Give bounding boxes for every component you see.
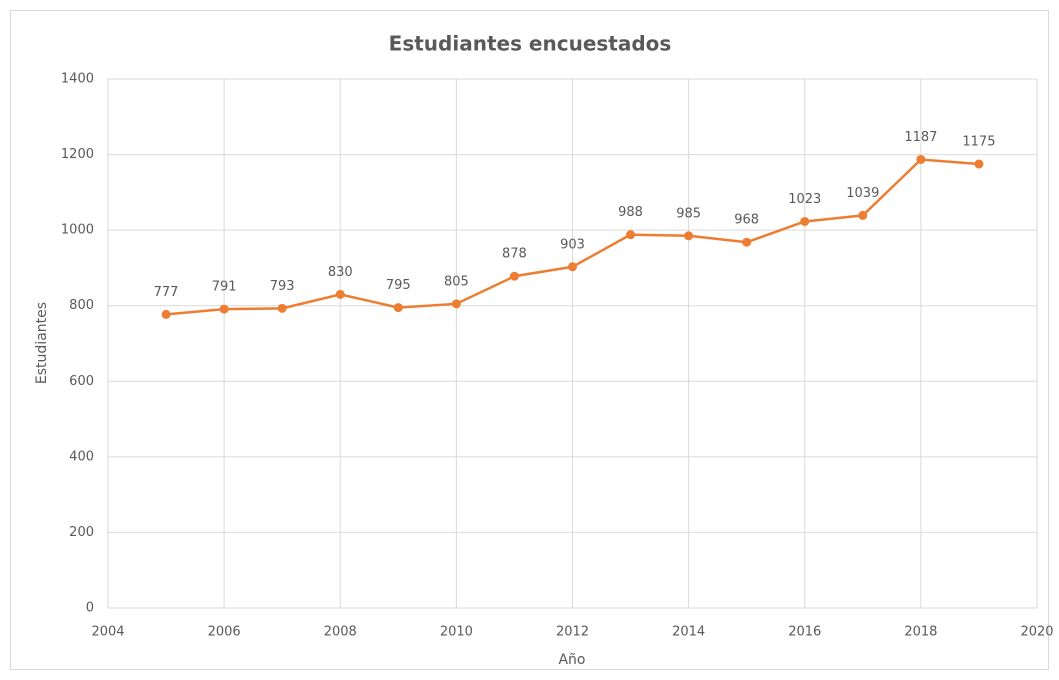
y-tick-label: 200 [69, 525, 94, 540]
point [393, 303, 403, 313]
point [451, 299, 461, 309]
data-label: 795 [386, 278, 411, 293]
data-label: 903 [560, 237, 585, 252]
point [800, 216, 810, 226]
data-label: 793 [270, 279, 295, 294]
data-label: 1023 [788, 192, 821, 207]
point [684, 231, 694, 241]
point [858, 210, 868, 220]
data-label: 878 [502, 247, 527, 262]
point [277, 303, 287, 313]
x-tick-label: 2012 [556, 625, 589, 640]
x-tick-label: 2004 [91, 625, 124, 640]
y-tick-label: 600 [69, 374, 94, 389]
data-label: 988 [618, 205, 643, 220]
x-tick-label: 2014 [672, 625, 705, 640]
x-tick-label: 2008 [324, 625, 357, 640]
data-label: 830 [328, 265, 353, 280]
point [626, 230, 636, 240]
data-label: 968 [734, 213, 759, 228]
y-tick-label: 1200 [61, 147, 94, 162]
y-tick-label: 0 [86, 601, 94, 616]
x-tick-label: 2006 [208, 625, 241, 640]
y-tick-label: 800 [69, 298, 94, 313]
data-label: 1175 [962, 135, 995, 150]
point [916, 154, 926, 164]
y-tick-label: 1400 [61, 72, 94, 87]
x-axis-label: Año [558, 652, 585, 668]
point [742, 237, 752, 247]
data-label: 1039 [846, 186, 879, 201]
x-tick-label: 2010 [440, 625, 473, 640]
data-label: 985 [676, 206, 701, 221]
point [974, 159, 984, 169]
x-tick-label: 2018 [904, 625, 937, 640]
point [219, 304, 229, 314]
y-axis-label: Estudiantes [34, 302, 50, 384]
data-label: 1187 [904, 130, 937, 145]
chart-border [10, 10, 1049, 670]
data-label: 805 [444, 274, 469, 289]
point [568, 262, 577, 272]
chart-title: Estudiantes encuestados [389, 32, 672, 56]
x-tick-label: 2020 [1020, 625, 1053, 640]
data-label: 777 [154, 285, 179, 300]
y-tick-label: 1000 [61, 223, 94, 238]
point [335, 289, 345, 299]
point [161, 309, 171, 319]
y-tick-label: 400 [69, 449, 94, 464]
x-tick-label: 2016 [788, 625, 821, 640]
data-label: 791 [212, 280, 237, 295]
point [509, 271, 519, 281]
